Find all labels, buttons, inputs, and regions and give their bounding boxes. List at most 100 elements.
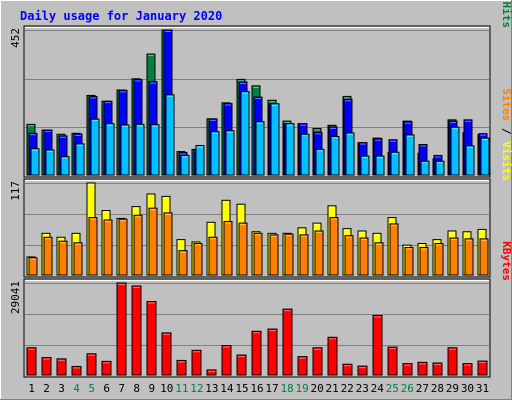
legend-part: KBytes	[500, 241, 512, 281]
chart-title: Daily usage for January 2020	[20, 9, 222, 23]
kbytes-bar	[372, 314, 383, 376]
sites-bar	[434, 243, 444, 276]
pages-bar	[195, 144, 205, 176]
kbytes-bar	[146, 301, 157, 376]
legend-part: Sites	[500, 88, 512, 121]
chart-panels: 452 Pages / Files / Hits 117 Sites / Visits…	[9, 0, 512, 378]
x-tick-label: 26	[401, 382, 414, 395]
x-tick-label: 18	[280, 382, 293, 395]
pages-bar	[330, 136, 340, 176]
x-tick-label: 23	[356, 382, 369, 395]
pages-bar	[450, 126, 460, 176]
pages-bar	[420, 160, 430, 176]
sites-bar	[88, 217, 98, 276]
sites-bar	[419, 246, 429, 276]
sites-bar	[269, 234, 279, 276]
sites-bar	[329, 217, 339, 276]
x-tick-label: 25	[386, 382, 399, 395]
x-tick-label: 31	[476, 382, 489, 395]
pages-bar	[135, 123, 145, 176]
sites-bar	[299, 234, 309, 276]
x-tick-label: 19	[295, 382, 308, 395]
sites-bar	[374, 242, 384, 276]
pages-bar	[255, 121, 265, 176]
kbytes-bar	[71, 365, 82, 376]
y-max-label: 117	[9, 181, 22, 201]
pages-bar	[300, 133, 310, 176]
kbytes-bar	[297, 356, 308, 376]
kbytes-bar	[251, 330, 262, 376]
pages-bar	[210, 131, 220, 176]
kbytes-bar	[41, 357, 52, 376]
kbytes-bar	[312, 347, 323, 376]
kbytes-bar	[417, 361, 428, 376]
pages-bar	[360, 155, 370, 176]
x-tick-label: 1	[28, 382, 35, 395]
pages-bar	[150, 124, 160, 176]
panel-border	[23, 278, 491, 378]
x-tick-label: 6	[103, 382, 110, 395]
pages-bar	[270, 103, 280, 176]
x-tick-label: 7	[118, 382, 125, 395]
x-tick-label: 9	[148, 382, 155, 395]
pages-bar	[165, 94, 175, 176]
x-tick-label: 13	[205, 382, 218, 395]
panel-border	[23, 25, 491, 178]
kbytes-bar	[26, 347, 37, 376]
x-tick-label: 4	[73, 382, 80, 395]
x-tick-label: 28	[431, 382, 444, 395]
pages-bar	[30, 148, 40, 176]
x-tick-label: 2	[43, 382, 50, 395]
kbytes-bar	[477, 360, 488, 376]
sites-bar	[28, 257, 38, 276]
x-tick-label: 14	[220, 382, 234, 395]
pages-bar	[75, 143, 85, 176]
pages-bar	[45, 149, 55, 176]
sites-bar	[479, 238, 489, 276]
x-tick-label: 11	[175, 382, 188, 395]
sites-bar	[163, 212, 173, 276]
x-tick-label: 16	[250, 382, 263, 395]
panel-border	[23, 178, 491, 278]
sites-bar	[223, 221, 233, 276]
kbytes-bar	[191, 349, 202, 376]
kbytes-bar	[131, 285, 142, 376]
x-tick-label: 21	[326, 382, 339, 395]
x-tick-label: 10	[160, 382, 173, 395]
kbytes-bar	[176, 359, 187, 376]
panel-hits-files-pages: 452 Pages / Files / Hits	[9, 0, 512, 178]
x-tick-label: 20	[311, 382, 324, 395]
y-max-label: 452	[9, 28, 22, 48]
sites-bar	[238, 222, 248, 276]
sites-bar	[43, 236, 53, 276]
sites-bar	[148, 207, 158, 276]
pages-bar	[465, 145, 475, 176]
kbytes-bar	[462, 363, 473, 376]
x-tick-label: 22	[341, 382, 354, 395]
x-tick-label: 29	[446, 382, 459, 395]
x-tick-label: 24	[371, 382, 385, 395]
sites-bar	[253, 232, 263, 276]
pages-bar	[180, 154, 190, 176]
pages-bar	[225, 130, 235, 176]
kbytes-bar	[327, 336, 338, 376]
sites-bar	[314, 230, 324, 276]
kbytes-bar	[402, 363, 413, 376]
kbytes-bar	[56, 358, 67, 376]
kbytes-bar	[86, 353, 97, 376]
legend-part: /	[500, 0, 512, 2]
sites-bar	[208, 236, 218, 276]
sites-bar	[389, 223, 399, 276]
kbytes-bar	[116, 282, 127, 376]
kbytes-bar	[282, 308, 293, 376]
sites-bar	[178, 250, 188, 276]
sites-bar	[118, 218, 128, 276]
pages-bar	[405, 134, 415, 176]
sites-bar	[103, 219, 113, 276]
pages-bar	[105, 123, 115, 176]
x-tick-label: 5	[88, 382, 95, 395]
kbytes-bar	[357, 365, 368, 376]
x-tick-label: 15	[235, 382, 248, 395]
pages-bar	[90, 118, 100, 176]
